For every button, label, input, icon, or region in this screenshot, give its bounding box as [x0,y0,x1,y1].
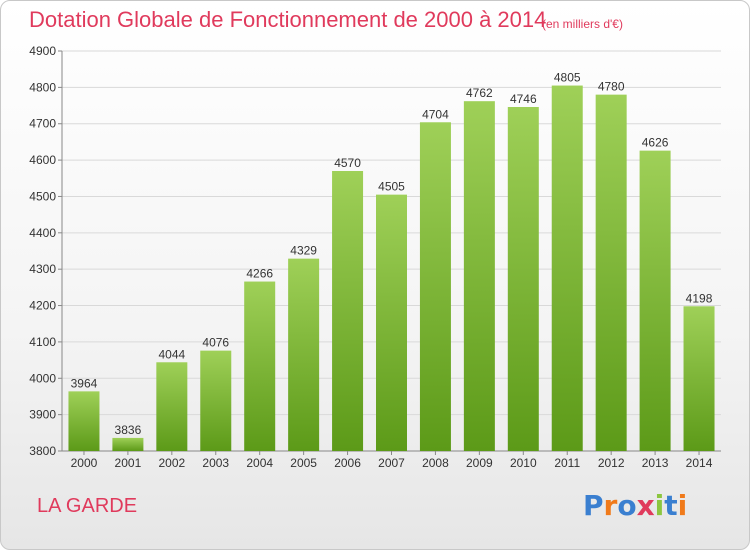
x-tick-label: 2004 [246,456,273,470]
x-tick-label: 2005 [290,456,317,470]
bar [639,150,671,452]
y-tick-label: 4900 [29,44,56,58]
bar [244,281,276,451]
y-tick-label: 4000 [29,371,56,385]
bar [288,258,320,451]
bar [507,107,539,451]
y-tick-label: 4600 [29,153,56,167]
x-tick-label: 2002 [158,456,185,470]
x-tick-label: 2000 [71,456,98,470]
logo-letter: x [636,489,655,522]
bar-value-label: 4780 [598,80,625,94]
bar-value-label: 3964 [71,376,98,390]
x-tick-label: 2006 [334,456,361,470]
x-tick-label: 2010 [510,456,537,470]
x-tick-label: 2012 [598,456,625,470]
bar [683,306,715,451]
bars [68,85,715,452]
x-tick-label: 2009 [466,456,493,470]
y-tick-label: 3900 [29,408,56,422]
logo-letter: t [664,489,678,522]
x-tick-label: 2001 [115,456,142,470]
x-tick-label: 2003 [202,456,229,470]
bar [463,101,495,451]
y-tick-label: 4300 [29,262,56,276]
bar-value-label: 4044 [158,347,185,361]
x-tick-labels: 2000 2001 2002 2003 2004 2005 2006 2007 2008 2009… [71,451,713,470]
bar-value-label: 4746 [510,92,537,106]
bar-value-label: 4762 [466,86,493,100]
unit-note: (en milliers d'€) [542,17,623,31]
logo-letter: i [654,489,665,522]
chart-title: Dotation Globale de Fonctionnement de 20… [29,7,547,32]
bar [332,171,364,451]
x-tick-label: 2014 [686,456,713,470]
y-tick-label: 4100 [29,335,56,349]
bar-value-label: 4626 [642,136,669,150]
bar-value-label: 3836 [115,423,142,437]
x-tick-label: 2011 [554,456,580,470]
bar-value-label: 4076 [202,336,229,350]
commune-name: LA GARDE [37,495,138,517]
x-tick-label: 2013 [642,456,669,470]
proxiti-logo: Proxiti [583,489,687,522]
bar [112,437,144,451]
data-labels: 3964 3836 4044 4076 4266 4329 4570 4505 4704 4762… [71,71,713,437]
bar-value-label: 4505 [378,180,405,194]
bar-value-label: 4198 [686,291,713,305]
x-tick-label: 2007 [378,456,405,470]
y-tick-label: 3800 [29,444,56,458]
bar [68,391,100,451]
bar-value-label: 4266 [246,267,273,281]
x-tick-label: 2008 [422,456,449,470]
logo-letter: P [583,489,604,522]
bar-value-label: 4805 [554,71,581,85]
bar [376,194,407,452]
bar-value-label: 4329 [290,244,317,258]
y-tick-label: 4700 [29,117,56,131]
bar [595,94,627,452]
logo-letter: o [617,489,637,522]
bar [551,85,583,451]
bar [156,362,188,451]
bar-value-label: 4570 [334,156,361,170]
y-tick-label: 4400 [29,226,56,240]
logo-letter: r [603,489,618,522]
bar [419,122,451,451]
y-tick-label: 4200 [29,299,56,313]
y-tick-label: 4800 [29,80,56,94]
bar [200,350,232,451]
y-tick-label: 4500 [29,189,56,203]
bar-value-label: 4704 [422,107,449,121]
y-tick-labels: 3800 3900 4000 4100 4200 4300 4400 4500 4600 4700… [29,44,56,458]
logo-letter: i [677,489,688,522]
